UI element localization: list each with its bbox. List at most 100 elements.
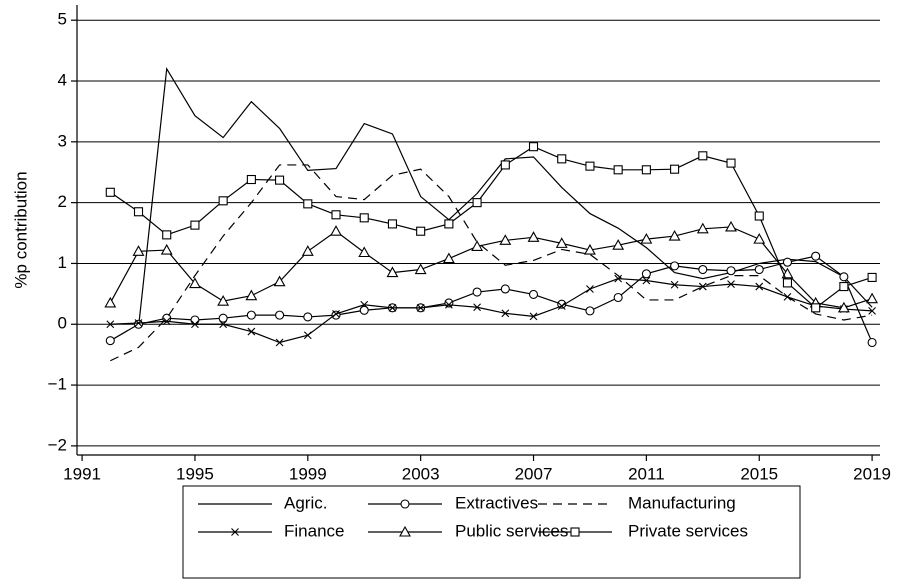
series-line	[109, 146, 873, 309]
marker	[133, 207, 144, 217]
marker	[585, 161, 595, 171]
marker	[641, 165, 651, 175]
marker	[866, 292, 879, 304]
marker	[275, 175, 285, 185]
marker	[444, 219, 454, 229]
series-line	[109, 255, 873, 343]
marker	[641, 269, 651, 279]
marker	[104, 296, 117, 308]
marker	[867, 272, 877, 282]
marker	[754, 211, 764, 221]
marker	[387, 219, 397, 229]
x-tick-label: 2015	[740, 464, 778, 483]
marker	[528, 142, 539, 152]
marker	[500, 284, 510, 294]
marker	[783, 293, 792, 301]
marker	[189, 277, 201, 289]
marker	[472, 198, 482, 208]
y-tick-label: 2	[58, 192, 67, 211]
marker	[231, 528, 239, 536]
marker	[162, 317, 171, 326]
marker	[570, 527, 580, 537]
marker	[331, 310, 341, 320]
marker	[585, 306, 595, 316]
marker	[613, 292, 623, 303]
marker	[191, 320, 199, 329]
marker	[501, 309, 510, 318]
marker	[782, 257, 793, 267]
marker	[527, 231, 540, 242]
legend-label: Private services	[628, 521, 748, 540]
series-line	[110, 164, 873, 362]
marker	[358, 246, 371, 258]
y-tick-label: −1	[48, 375, 67, 394]
marker	[473, 303, 481, 312]
marker	[332, 310, 340, 318]
marker	[725, 220, 737, 232]
marker	[105, 336, 115, 346]
marker	[557, 302, 566, 310]
marker	[867, 337, 877, 348]
marker	[106, 320, 115, 329]
marker	[839, 272, 849, 282]
marker	[670, 261, 680, 271]
marker	[160, 243, 173, 255]
marker	[698, 264, 708, 275]
x-tick-label: 2007	[515, 464, 553, 483]
marker	[612, 239, 625, 250]
marker	[133, 319, 144, 329]
marker	[614, 274, 623, 283]
series-line	[137, 67, 873, 328]
x-tick-label: 1991	[63, 464, 101, 483]
x-tick-label: 2019	[853, 464, 891, 483]
series-line	[110, 278, 873, 344]
marker	[640, 232, 653, 244]
series-line	[109, 226, 873, 309]
legend-box	[182, 485, 801, 579]
marker	[584, 243, 596, 255]
y-tick-label: 4	[58, 70, 67, 89]
y-axis-label: %p contribution	[11, 171, 30, 288]
y-tick-label: 3	[58, 131, 67, 150]
marker	[303, 331, 312, 340]
marker	[696, 222, 709, 234]
marker	[218, 196, 228, 206]
y-tick-label: 5	[58, 10, 67, 29]
marker	[217, 295, 230, 306]
marker	[245, 289, 258, 301]
marker	[500, 160, 510, 170]
marker	[442, 252, 455, 264]
marker	[360, 300, 369, 309]
marker	[132, 245, 145, 256]
marker	[275, 338, 284, 347]
marker	[727, 280, 735, 289]
x-tick-label: 2003	[402, 464, 440, 483]
marker	[359, 305, 369, 315]
marker	[105, 187, 115, 197]
legend-label: Agric.	[284, 493, 327, 512]
marker	[811, 251, 821, 261]
y-tick-label: 0	[58, 314, 67, 333]
marker	[303, 199, 313, 209]
marker	[273, 275, 286, 287]
marker	[330, 225, 342, 236]
legend-label: Manufacturing	[628, 493, 736, 512]
legend-label: Finance	[284, 521, 344, 540]
y-tick-label: −2	[48, 435, 67, 454]
marker	[753, 232, 766, 244]
marker	[444, 298, 454, 308]
legend-label: Extractives	[455, 493, 538, 512]
marker	[499, 234, 512, 245]
marker	[613, 165, 623, 175]
marker	[359, 213, 369, 223]
marker	[755, 282, 764, 291]
marker	[275, 310, 285, 320]
marker	[754, 264, 764, 275]
marker	[301, 245, 314, 256]
marker	[190, 315, 200, 325]
marker	[726, 158, 736, 168]
marker	[399, 525, 411, 537]
marker	[839, 282, 849, 292]
marker	[246, 310, 256, 320]
